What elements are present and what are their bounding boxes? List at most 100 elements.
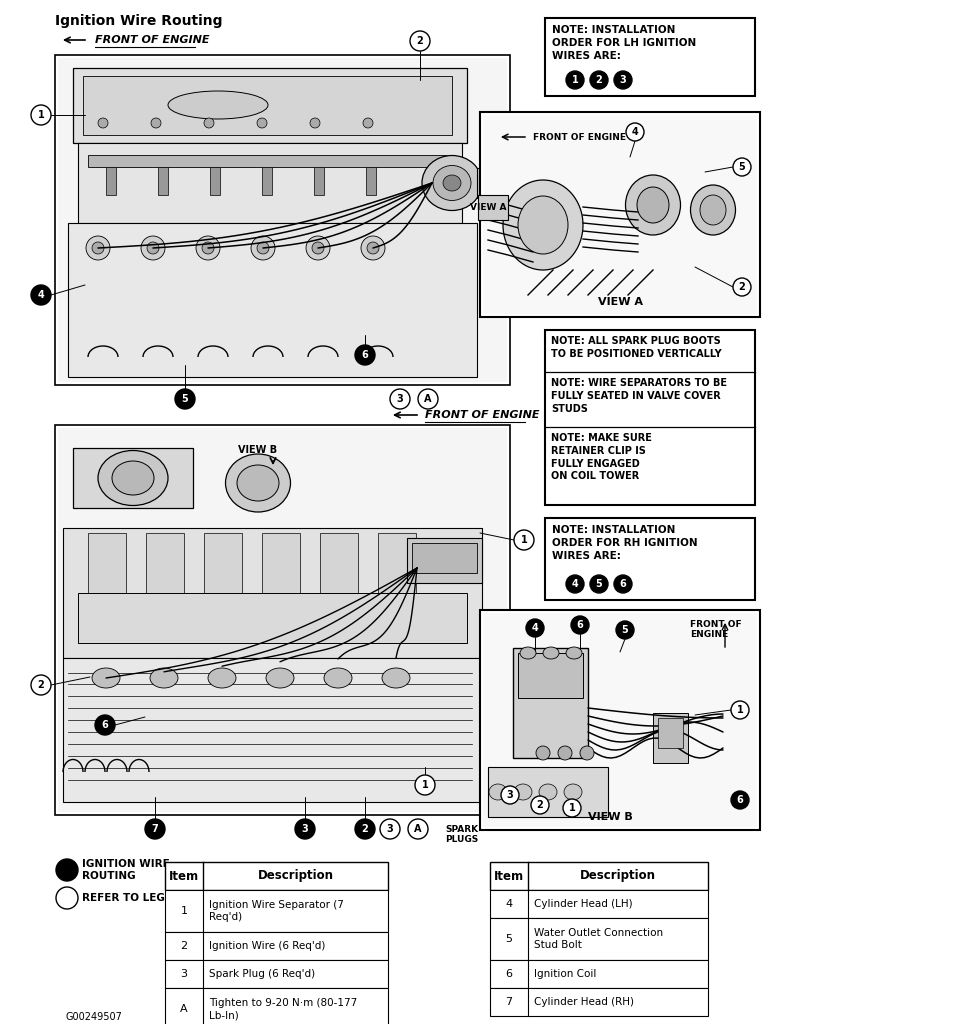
Bar	[407, 538, 482, 583]
Bar	[262, 167, 272, 195]
Bar	[204, 534, 242, 593]
Circle shape	[616, 621, 634, 639]
Circle shape	[590, 575, 608, 593]
Circle shape	[145, 819, 165, 839]
Ellipse shape	[700, 195, 726, 225]
Text: 5: 5	[738, 162, 745, 172]
Text: 1: 1	[736, 705, 743, 715]
Bar	[488, 767, 608, 817]
Ellipse shape	[518, 196, 568, 254]
Circle shape	[56, 887, 78, 909]
Text: Ignition Wire (6 Req'd): Ignition Wire (6 Req'd)	[209, 941, 326, 951]
Bar	[55, 55, 510, 385]
Text: SPARK
PLUGS: SPARK PLUGS	[445, 825, 478, 845]
Ellipse shape	[514, 784, 532, 800]
Text: NOTE: ALL SPARK PLUG BOOTS
TO BE POSITIONED VERTICALLY: NOTE: ALL SPARK PLUG BOOTS TO BE POSITIO…	[551, 336, 722, 358]
Ellipse shape	[168, 91, 268, 119]
Circle shape	[196, 236, 220, 260]
Ellipse shape	[503, 180, 583, 270]
Ellipse shape	[637, 187, 669, 223]
Ellipse shape	[539, 784, 557, 800]
Bar	[165, 961, 388, 988]
Ellipse shape	[266, 668, 294, 688]
Bar	[412, 543, 477, 573]
Text: VIEW B: VIEW B	[588, 812, 632, 822]
Text: 2: 2	[362, 824, 368, 834]
Bar	[545, 518, 755, 600]
Ellipse shape	[626, 175, 681, 234]
Text: 3: 3	[620, 75, 627, 85]
Bar	[490, 961, 708, 988]
Circle shape	[367, 242, 379, 254]
Text: FRONT OF ENGINE: FRONT OF ENGINE	[425, 410, 540, 420]
Bar	[158, 167, 168, 195]
Bar	[480, 112, 760, 317]
Bar	[58, 58, 507, 382]
Circle shape	[626, 123, 644, 141]
Bar	[88, 534, 126, 593]
Text: Cylinder Head (RH): Cylinder Head (RH)	[534, 997, 634, 1007]
Text: 1: 1	[180, 906, 188, 916]
Text: Ignition Coil: Ignition Coil	[534, 969, 597, 979]
Bar	[73, 68, 467, 143]
Text: 1: 1	[38, 110, 44, 120]
Text: A: A	[424, 394, 432, 404]
Bar	[55, 425, 510, 815]
Bar	[483, 613, 757, 827]
Text: 6: 6	[362, 350, 368, 360]
Bar	[366, 167, 376, 195]
Text: Cylinder Head (LH): Cylinder Head (LH)	[534, 899, 632, 909]
Text: 4: 4	[531, 623, 538, 633]
Bar	[314, 167, 324, 195]
Ellipse shape	[382, 668, 410, 688]
Ellipse shape	[543, 647, 559, 659]
Circle shape	[310, 118, 320, 128]
Circle shape	[566, 575, 584, 593]
Text: 3: 3	[507, 790, 514, 800]
Circle shape	[141, 236, 165, 260]
Bar	[518, 653, 583, 698]
Bar	[165, 862, 388, 890]
Bar	[63, 658, 482, 802]
Bar	[490, 918, 708, 961]
Text: Spark Plug (6 Req'd): Spark Plug (6 Req'd)	[209, 969, 315, 979]
Text: NOTE: WIRE SEPARATORS TO BE
FULLY SEATED IN VALVE COVER
STUDS: NOTE: WIRE SEPARATORS TO BE FULLY SEATED…	[551, 378, 727, 414]
Text: 3: 3	[180, 969, 188, 979]
Bar	[477, 168, 505, 198]
Ellipse shape	[520, 647, 536, 659]
Circle shape	[98, 118, 108, 128]
Text: Item: Item	[169, 869, 199, 883]
Bar	[490, 890, 708, 918]
Bar	[165, 988, 388, 1024]
Text: 5: 5	[596, 579, 602, 589]
Circle shape	[312, 242, 324, 254]
Circle shape	[526, 618, 544, 637]
Text: 2: 2	[537, 800, 544, 810]
Text: G00249507: G00249507	[65, 1012, 121, 1022]
Bar	[545, 330, 755, 505]
Bar	[68, 223, 477, 377]
Bar	[78, 593, 467, 643]
Text: Ignition Wire Routing: Ignition Wire Routing	[55, 14, 223, 28]
Bar	[73, 449, 193, 508]
Text: FRONT OF
ENGINE: FRONT OF ENGINE	[690, 620, 741, 639]
Bar	[58, 428, 507, 812]
Circle shape	[501, 786, 519, 804]
Ellipse shape	[422, 156, 482, 211]
Circle shape	[531, 796, 549, 814]
Ellipse shape	[92, 668, 120, 688]
Bar	[78, 143, 462, 223]
Circle shape	[733, 158, 751, 176]
Bar	[513, 648, 588, 758]
Text: 6: 6	[505, 969, 513, 979]
Text: 5: 5	[181, 394, 188, 404]
Text: Ignition Wire Separator (7
Req'd): Ignition Wire Separator (7 Req'd)	[209, 900, 344, 923]
Circle shape	[151, 118, 161, 128]
Text: 1: 1	[421, 780, 428, 790]
Circle shape	[306, 236, 330, 260]
Circle shape	[731, 791, 749, 809]
Circle shape	[257, 242, 269, 254]
Text: 5: 5	[505, 934, 513, 944]
Bar	[83, 76, 452, 135]
Ellipse shape	[324, 668, 352, 688]
